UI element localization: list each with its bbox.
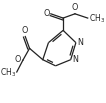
Text: CH$_3$: CH$_3$ xyxy=(89,12,105,25)
Text: O: O xyxy=(15,55,21,64)
Text: O: O xyxy=(43,9,49,18)
Text: CH$_3$: CH$_3$ xyxy=(0,66,16,79)
Text: N: N xyxy=(77,38,83,47)
Text: N: N xyxy=(72,55,78,64)
Text: O: O xyxy=(72,3,78,12)
Text: O: O xyxy=(22,26,28,35)
